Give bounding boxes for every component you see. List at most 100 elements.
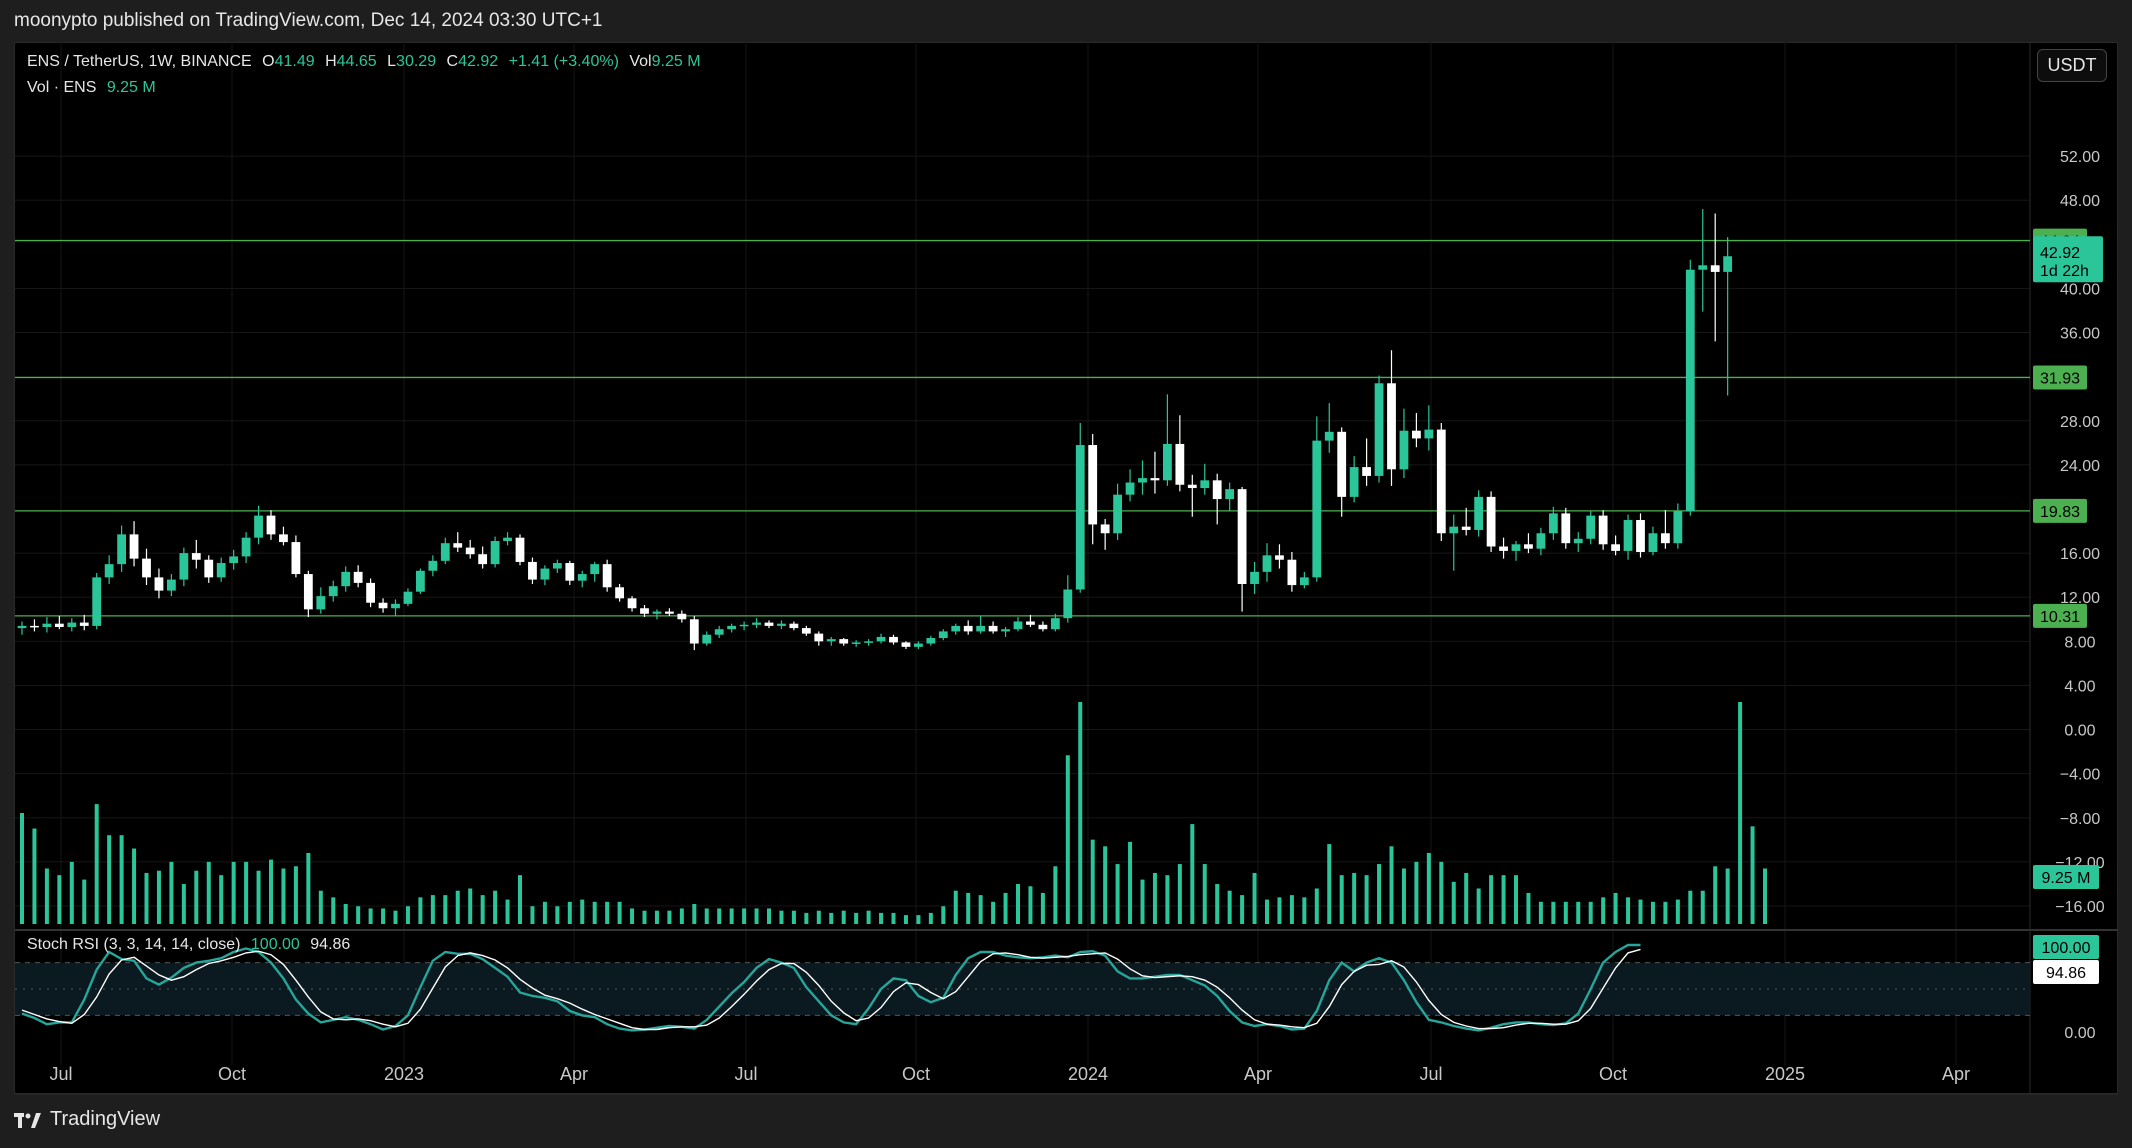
candle-body	[179, 553, 189, 580]
candle-body	[1163, 443, 1172, 481]
stoch-d-tag: 94.86	[2046, 965, 2086, 982]
time-tick-label: Oct	[218, 1064, 246, 1084]
level-price-tag-bg	[2033, 365, 2087, 390]
candle-body	[1449, 526, 1459, 534]
volume-bar	[144, 872, 149, 924]
volume-bar	[1526, 892, 1531, 924]
volume-bar	[555, 906, 560, 924]
candle-body	[204, 559, 214, 578]
volume-bar	[692, 904, 697, 924]
candle-body	[528, 561, 537, 580]
stoch-d-line	[21, 948, 1641, 1031]
stoch-band-fill	[15, 962, 2030, 1016]
candle-body	[67, 622, 77, 627]
volume-bar	[841, 910, 846, 924]
price-tick-label: 36.00	[2060, 326, 2100, 343]
candle-body	[191, 553, 201, 560]
low-label: L	[387, 53, 397, 70]
candle-body	[1598, 515, 1608, 545]
volume-bar	[181, 884, 186, 924]
price-tick-label: 8.00	[2064, 634, 2095, 651]
candle-body	[640, 608, 649, 614]
candle-body	[154, 577, 164, 591]
candle-body	[814, 633, 824, 642]
vol-line-label: Vol · ENS	[27, 79, 97, 96]
candle-body	[615, 587, 624, 599]
currency-button[interactable]: USDT	[2037, 49, 2107, 82]
time-tick-label: Oct	[1599, 1064, 1627, 1084]
volume-price-tag-bg	[2033, 865, 2099, 889]
price-tick-label: 0.00	[2064, 723, 2095, 740]
candle-body	[1474, 496, 1484, 530]
candle-body	[303, 574, 313, 610]
volume-bar	[1240, 895, 1245, 924]
volume-bar	[1202, 864, 1207, 924]
volume-bar	[306, 852, 311, 924]
volume-bar	[1750, 826, 1755, 924]
volume-bar	[1389, 846, 1394, 924]
volume-bar	[654, 910, 659, 924]
candle-body	[478, 554, 488, 565]
volume-bar	[1016, 884, 1020, 924]
volume-bar	[1451, 881, 1456, 924]
volume-bar	[854, 912, 859, 924]
candle-body	[1200, 480, 1210, 489]
candle-body	[216, 563, 226, 578]
volume-bar	[1414, 861, 1419, 924]
volume-bar	[1364, 875, 1369, 924]
volume-legend: Vol · ENS 9.25 M	[27, 79, 162, 97]
candle-body	[1138, 478, 1147, 483]
volume-bar	[480, 895, 485, 924]
candle-body	[254, 515, 263, 538]
candle-body	[1586, 515, 1596, 539]
candle-body	[30, 625, 39, 628]
candle-body	[938, 631, 948, 639]
volume-bar	[69, 861, 74, 924]
volume-bar	[1700, 890, 1705, 924]
volume-bar	[1327, 844, 1332, 924]
time-tick-label: Jul	[49, 1064, 72, 1084]
volume-bar	[1003, 892, 1008, 924]
candle-body	[403, 591, 413, 604]
volume-bar	[966, 892, 971, 924]
candle-body	[328, 586, 338, 597]
vol-line-value: 9.25 M	[106, 79, 156, 96]
volume-bar	[1638, 899, 1643, 924]
candle-body	[440, 543, 450, 561]
volume-bar	[57, 875, 62, 924]
candle-body	[752, 622, 761, 625]
volume-bar	[269, 859, 273, 924]
candle-body	[316, 596, 326, 610]
tradingview-brand[interactable]: TradingView	[14, 1108, 160, 1131]
volume-bar	[1265, 899, 1269, 924]
volume-bar	[1439, 861, 1444, 924]
candle-body	[117, 534, 126, 565]
volume-bar	[1140, 879, 1145, 924]
candle-body	[627, 598, 637, 609]
candle-body	[677, 613, 687, 620]
volume-bar	[1675, 899, 1680, 924]
volume-bar	[443, 895, 448, 924]
candle-body	[490, 540, 500, 565]
candle-body	[515, 537, 525, 562]
candle-body	[1698, 265, 1708, 270]
stoch-k-line	[21, 943, 1641, 1032]
volume-bar	[1352, 872, 1357, 924]
volume-bar	[343, 904, 348, 924]
candle-body	[1088, 445, 1098, 525]
price-tick-label: −8.00	[2060, 811, 2101, 828]
candle-body	[1299, 577, 1309, 586]
candle-body	[1623, 520, 1633, 551]
candle-body	[739, 624, 749, 627]
volume-bar	[1252, 872, 1257, 924]
volume-bar	[1103, 846, 1108, 924]
candle-body	[465, 547, 475, 555]
candle-body	[229, 556, 239, 564]
volume-bar	[1165, 875, 1170, 924]
volume-bar	[82, 879, 87, 924]
candle-body	[777, 623, 786, 626]
candle-body	[540, 568, 550, 580]
candle-body	[1275, 555, 1284, 560]
candle-body	[1536, 533, 1546, 549]
